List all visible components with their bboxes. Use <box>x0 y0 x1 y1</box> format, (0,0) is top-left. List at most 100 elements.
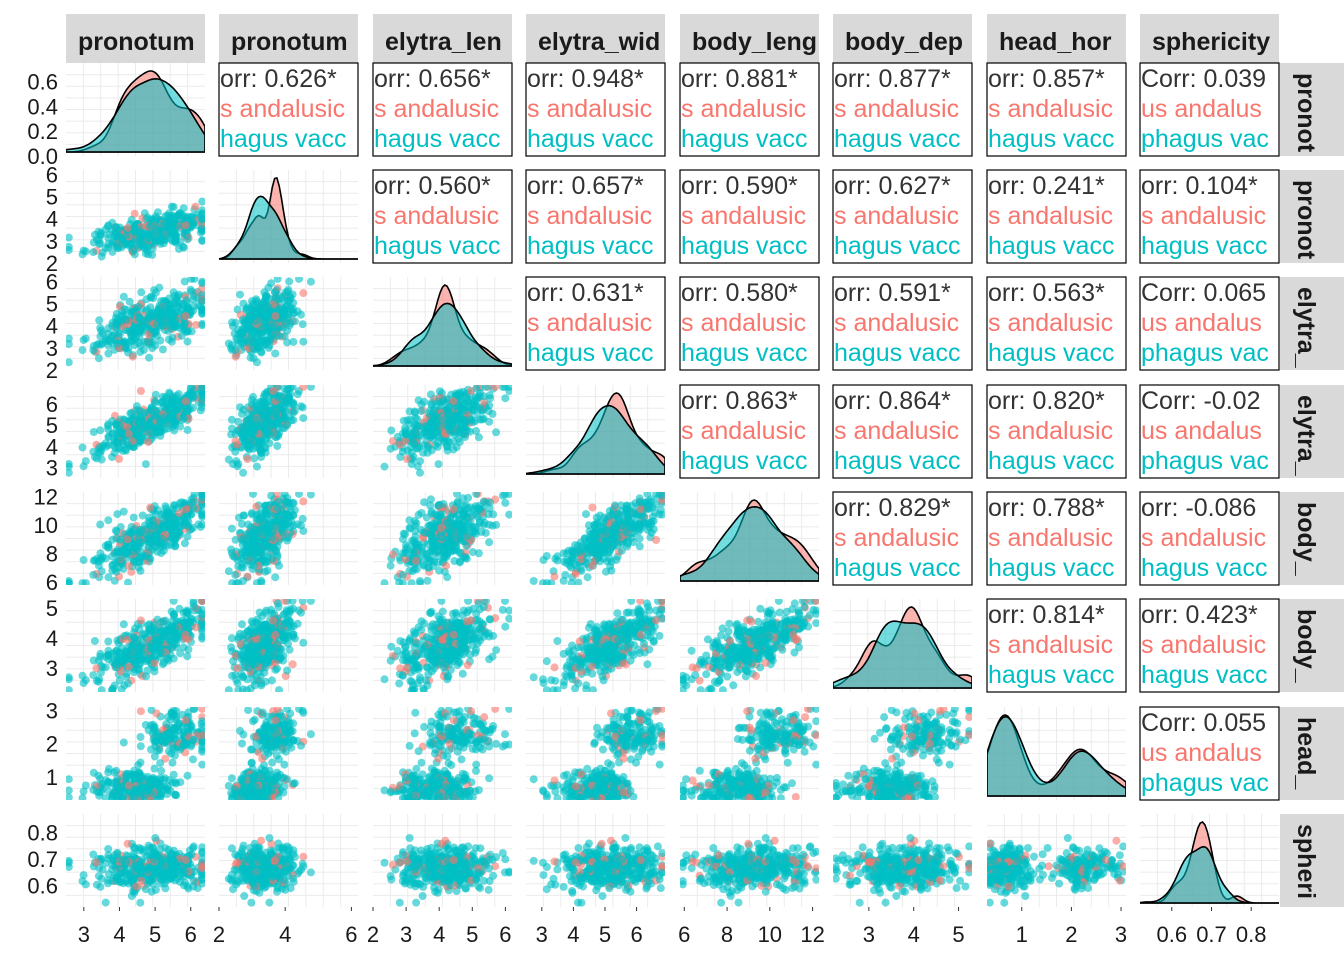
scatter-point <box>66 242 73 251</box>
correlation-text: hagus vacc <box>681 125 807 153</box>
correlation-text: hagus vacc <box>527 125 653 153</box>
scatter-point <box>256 403 265 412</box>
scatter-point <box>232 579 241 585</box>
scatter-point <box>157 307 166 316</box>
scatter-point <box>98 329 107 338</box>
scatter-point <box>401 555 410 564</box>
scatter-point <box>150 521 159 530</box>
scatter-point <box>290 506 299 515</box>
scatter-point <box>260 288 269 297</box>
scatter-point <box>155 227 164 236</box>
scatter-point <box>577 555 586 564</box>
scatter-point <box>104 349 113 358</box>
scatter-point <box>113 510 122 519</box>
correlation-text: hagus vacc <box>834 125 960 153</box>
scatter-point <box>423 576 432 585</box>
correlation-text: hagus vacc <box>988 232 1114 260</box>
scatter-point <box>289 337 298 346</box>
scatter-point <box>592 532 601 541</box>
scatter-point <box>463 426 472 435</box>
scatter-point <box>92 664 101 673</box>
scatter-point <box>251 415 260 424</box>
scatter-point <box>299 414 308 423</box>
scatter-point <box>278 528 287 537</box>
correlation-text: orr: 0.631* <box>527 279 644 307</box>
scatter-point <box>112 437 121 446</box>
scatter-point <box>498 492 507 500</box>
scatter-point <box>442 561 451 570</box>
scatter-point <box>280 385 289 393</box>
row-strip <box>1280 63 1344 156</box>
scatter-point <box>145 620 154 629</box>
correlation-text: s andalusic <box>681 202 806 230</box>
scatter-point <box>412 556 421 565</box>
scatter-point <box>115 676 124 685</box>
scatter-point <box>255 307 264 316</box>
scatter-point <box>112 241 121 250</box>
scatter-point <box>81 247 90 256</box>
scatter-point <box>475 403 484 412</box>
scatter-point <box>108 332 117 341</box>
scatter-point <box>104 243 113 252</box>
scatter-point <box>167 607 176 616</box>
scatter-point <box>116 659 125 668</box>
scatter-point <box>492 428 501 437</box>
correlation-text: phagus vac <box>1141 447 1269 475</box>
scatter-point <box>422 422 430 431</box>
scatter-point <box>108 560 117 569</box>
scatter-point <box>243 303 252 312</box>
scatter-point <box>267 279 276 288</box>
scatter-point <box>180 618 189 627</box>
correlation-text: hagus vacc <box>834 232 960 260</box>
scatter-point <box>136 407 145 416</box>
scatter-point <box>134 636 143 645</box>
scatter-point <box>148 545 157 554</box>
scatter-point <box>273 295 282 304</box>
scatter-point <box>299 337 308 346</box>
scatter-point <box>66 358 73 367</box>
correlation-text: hagus vacc <box>681 339 807 367</box>
scatter-point <box>477 527 486 536</box>
correlation-panel <box>372 169 513 264</box>
scatter-point <box>134 665 143 674</box>
scatter-point <box>115 455 123 463</box>
correlation-text: s andalusic <box>834 417 959 445</box>
scatter-point <box>409 453 418 461</box>
scatter-point <box>424 431 433 440</box>
correlation-text: hagus vacc <box>527 232 653 260</box>
scatter-point <box>164 335 173 344</box>
scatter-point <box>550 572 559 581</box>
scatter-point <box>167 636 176 645</box>
scatter-point <box>617 546 626 555</box>
scatter-point <box>97 686 106 692</box>
correlation-panel <box>525 169 666 264</box>
scatter-point <box>281 414 290 423</box>
correlation-text: orr: 0.560* <box>374 172 491 200</box>
scatter-point <box>134 225 143 234</box>
scatter-point <box>146 303 155 312</box>
scatter-point <box>231 570 240 579</box>
scatter-point <box>115 330 124 339</box>
scatter-point <box>156 336 165 345</box>
scatter-point <box>443 446 452 455</box>
scatter-point <box>183 532 192 541</box>
scatter-point <box>474 549 483 558</box>
row-strip <box>1280 707 1344 800</box>
scatter-point <box>192 623 201 632</box>
scatter-point <box>172 316 181 325</box>
row-strip-label: spheri <box>1292 824 1320 899</box>
correlation-text: s andalusic <box>988 524 1113 552</box>
scatter-point <box>121 650 130 658</box>
scatter-point <box>148 643 157 652</box>
correlation-text: s andalusic <box>988 309 1113 337</box>
scatter-point <box>275 686 283 692</box>
scatter-point <box>250 337 259 346</box>
scatter-point <box>273 277 282 283</box>
scatter-point <box>95 675 104 684</box>
row-strip-label: body_ <box>1292 502 1320 577</box>
scatter-point <box>104 637 113 646</box>
scatter-point <box>191 202 200 211</box>
scatter-point <box>150 286 159 295</box>
correlation-text: s andalusic <box>988 202 1113 230</box>
scatter-point <box>398 447 407 456</box>
